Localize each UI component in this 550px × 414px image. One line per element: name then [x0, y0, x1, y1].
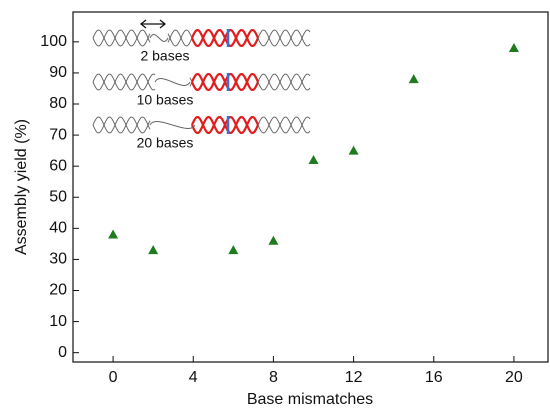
y-tick-label: 70: [49, 126, 67, 143]
helix: [257, 29, 311, 47]
helix: [167, 29, 193, 47]
y-tick-label: 50: [49, 188, 67, 205]
helix: [92, 29, 151, 47]
x-axis-label: Base mismatches: [247, 391, 373, 408]
y-tick-label: 20: [49, 282, 67, 299]
helix: [257, 116, 311, 134]
y-tick-label: 30: [49, 251, 67, 268]
helix: [92, 116, 151, 134]
helix: [92, 73, 156, 91]
y-tick-label: 40: [49, 220, 67, 237]
y-axis-label: Assembly yield (%): [13, 119, 30, 255]
x-tick-label: 16: [425, 369, 443, 386]
helix: [257, 73, 311, 91]
mismatch-loop: [149, 121, 196, 129]
helix-red: [190, 73, 260, 91]
helix-red: [190, 116, 260, 134]
helix: [257, 116, 311, 134]
mismatch-loop: [149, 34, 169, 42]
y-tick-label: 90: [49, 64, 67, 81]
helix: [189, 77, 193, 83]
helix: [92, 29, 151, 47]
helix: [257, 73, 311, 91]
x-tick-label: 8: [269, 369, 278, 386]
marker: [408, 74, 419, 84]
annotation: 10 bases: [137, 92, 194, 108]
y-tick-label: 10: [49, 313, 67, 330]
inset-diagram: 2 bases 10 bases 20 bases: [92, 29, 311, 151]
marker: [268, 235, 279, 245]
x-tick-label: 0: [109, 369, 118, 386]
plot-frame: [72, 11, 549, 363]
helix: [257, 29, 311, 47]
y-tick-label: 60: [49, 157, 67, 174]
helix: [92, 116, 151, 134]
mismatch-loop: [154, 78, 191, 86]
x-tick-label: 12: [345, 369, 363, 386]
marker: [228, 245, 239, 255]
marker: [148, 245, 159, 255]
annotation: 20 bases: [137, 135, 194, 151]
y-tick-label: 80: [49, 95, 67, 112]
arrow: [139, 19, 167, 29]
x-tick-label: 20: [505, 369, 523, 386]
helix: [92, 73, 156, 91]
marker: [108, 229, 119, 239]
annotation: 2 bases: [140, 48, 189, 64]
marker: [348, 145, 359, 155]
x-tick-label: 4: [189, 369, 198, 386]
marker: [308, 154, 319, 164]
y-tick-label: 100: [40, 33, 67, 50]
helix-red: [190, 29, 260, 47]
y-tick-label: 0: [58, 344, 67, 361]
helix: [167, 29, 193, 47]
marker: [508, 43, 519, 53]
